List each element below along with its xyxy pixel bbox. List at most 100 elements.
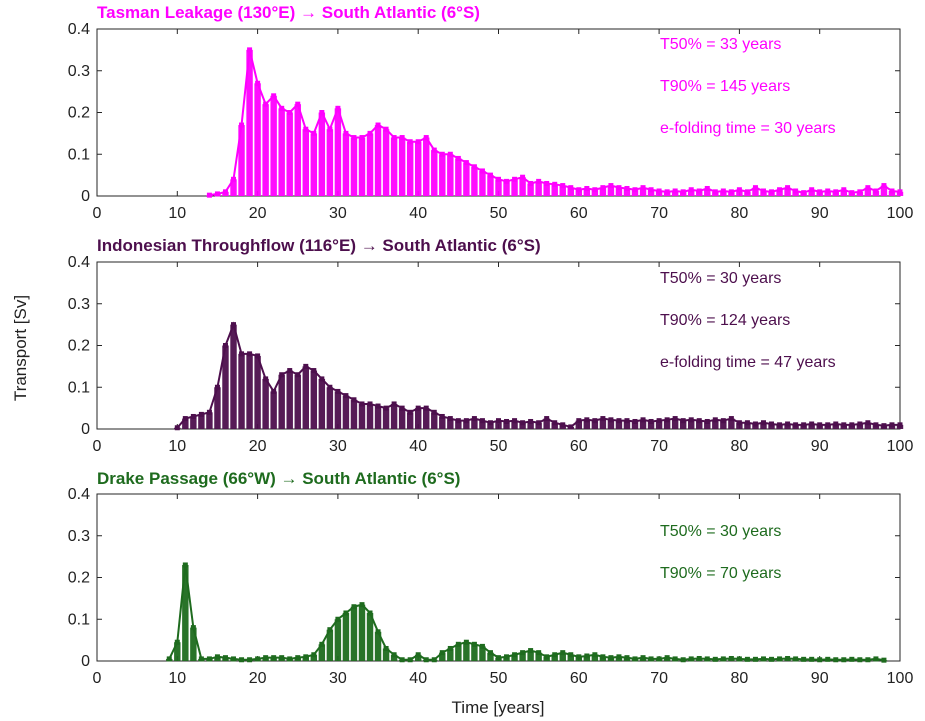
data-point <box>399 405 405 411</box>
data-point <box>222 343 228 348</box>
bar <box>728 418 735 429</box>
data-point <box>407 657 413 663</box>
bar <box>704 421 711 429</box>
data-point <box>728 416 734 422</box>
x-tick-label: 30 <box>329 438 347 455</box>
bar <box>439 416 446 429</box>
data-point <box>423 405 429 411</box>
data-point <box>873 188 879 194</box>
bar <box>519 177 526 196</box>
data-point <box>825 188 831 194</box>
bar <box>262 378 269 429</box>
bar <box>270 95 277 196</box>
bar <box>334 619 342 661</box>
data-point <box>279 105 285 111</box>
data-point <box>849 422 855 428</box>
data-point <box>833 189 839 195</box>
panel-1: 0 10 20 30 40 50 60 70 80 90 100 0 0.1 0.2 0.3 0.4 Tasma… <box>68 3 914 222</box>
data-point <box>206 192 212 198</box>
data-point <box>592 187 598 193</box>
bar <box>535 181 542 196</box>
data-point <box>600 654 606 660</box>
x-tick-label: 70 <box>650 205 668 222</box>
data-point <box>656 418 662 424</box>
bar <box>414 141 422 196</box>
data-point <box>744 420 750 426</box>
data-point <box>487 172 493 178</box>
data-point <box>672 188 678 194</box>
data-point <box>455 155 461 161</box>
data-point <box>190 413 196 419</box>
data-point <box>720 656 726 662</box>
data-point <box>760 420 766 426</box>
data-point <box>247 657 253 663</box>
data-point <box>399 657 405 663</box>
bar <box>736 422 743 429</box>
data-point <box>375 122 381 128</box>
bar <box>326 129 334 196</box>
data-point <box>311 652 317 658</box>
bar <box>390 137 398 196</box>
data-point <box>295 101 301 107</box>
data-point <box>600 416 606 422</box>
data-point <box>367 610 373 616</box>
data-point <box>263 101 269 107</box>
bar <box>350 399 358 429</box>
data-point <box>407 139 413 145</box>
data-point <box>206 409 212 415</box>
bar <box>607 185 615 196</box>
y-tick-label: 0.1 <box>68 146 90 163</box>
x-axis-label: Time [years] <box>452 698 545 717</box>
bar <box>535 652 542 661</box>
bar <box>639 419 647 429</box>
bar <box>599 418 607 429</box>
data-point <box>351 135 357 141</box>
bar <box>623 188 631 196</box>
bar <box>720 190 727 196</box>
data-point <box>656 188 662 194</box>
bar <box>286 112 293 196</box>
bar <box>190 627 197 661</box>
data-point <box>560 650 566 656</box>
bar <box>455 420 462 429</box>
data-point <box>303 654 309 660</box>
data-point <box>319 641 325 647</box>
data-point <box>680 418 686 424</box>
data-point <box>479 643 485 649</box>
data-point <box>777 656 783 662</box>
bar <box>447 418 454 429</box>
bar <box>350 137 358 196</box>
x-tick-label: 50 <box>490 438 508 455</box>
bar <box>712 419 719 429</box>
bar <box>575 189 583 196</box>
data-point <box>648 418 654 424</box>
x-tick-label: 70 <box>650 670 668 687</box>
data-point <box>311 130 317 136</box>
data-point <box>817 422 823 428</box>
data-point <box>865 420 871 426</box>
bar <box>487 652 494 661</box>
x-tick-label: 30 <box>329 205 347 222</box>
bar <box>254 83 261 196</box>
data-point <box>809 421 815 427</box>
data-point <box>431 409 437 415</box>
bar <box>776 189 783 196</box>
bar <box>631 421 639 429</box>
data-point <box>704 185 710 191</box>
y-tick-label: 0.2 <box>68 570 90 587</box>
data-point <box>231 322 237 328</box>
data-point <box>375 403 381 409</box>
bar <box>455 158 462 196</box>
bar <box>447 648 454 661</box>
data-point <box>785 655 791 661</box>
data-point <box>752 421 758 427</box>
data-point <box>720 418 726 424</box>
x-tick-label: 80 <box>731 670 749 687</box>
data-point <box>512 176 518 182</box>
bar <box>382 129 390 196</box>
data-point <box>536 650 542 656</box>
bar <box>551 654 558 661</box>
data-point <box>399 135 405 141</box>
bar <box>736 189 743 196</box>
series-line <box>176 321 900 429</box>
